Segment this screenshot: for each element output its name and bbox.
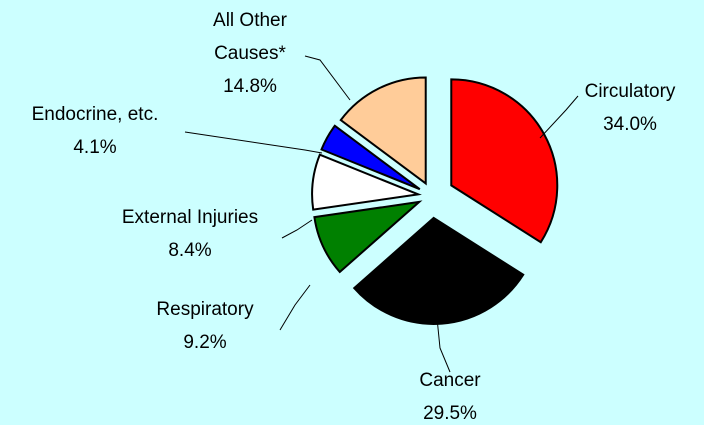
pie-slice xyxy=(339,76,427,186)
pie-slice xyxy=(320,124,421,191)
leader-line xyxy=(281,219,313,239)
slice-label: All Other Causes* 14.8% xyxy=(195,4,305,103)
pie-slice xyxy=(352,216,525,325)
value-label: 4.1% xyxy=(73,137,117,158)
value-label: 34.0% xyxy=(603,114,657,135)
value-label: 9.2% xyxy=(183,332,227,353)
value-label: 8.4% xyxy=(168,240,212,261)
leader-line xyxy=(279,284,311,331)
category-label: Cancer xyxy=(419,370,481,391)
slice-label: External Injuries 8.4% xyxy=(90,201,290,267)
pie-slice xyxy=(313,200,423,274)
slice-label: Endocrine, etc. 4.1% xyxy=(0,98,190,164)
slice-label: Respiratory 9.2% xyxy=(125,293,285,359)
leader-line xyxy=(436,317,451,373)
leader-line xyxy=(184,131,323,154)
category-label: All Other Causes* xyxy=(213,10,287,64)
slice-label: Cancer 29.5% xyxy=(390,364,510,425)
pie-slice xyxy=(311,153,422,211)
leader-line xyxy=(304,55,351,101)
category-label: Respiratory xyxy=(156,299,254,320)
category-label: Endocrine, etc. xyxy=(31,104,159,125)
category-label: External Injuries xyxy=(121,207,259,228)
value-label: 14.8% xyxy=(223,76,277,97)
pie-slice xyxy=(450,78,559,244)
slice-label: Circulatory 34.0% xyxy=(550,75,704,141)
leader-line xyxy=(539,95,579,139)
category-label: Circulatory xyxy=(584,81,676,102)
value-label: 29.5% xyxy=(423,403,477,424)
